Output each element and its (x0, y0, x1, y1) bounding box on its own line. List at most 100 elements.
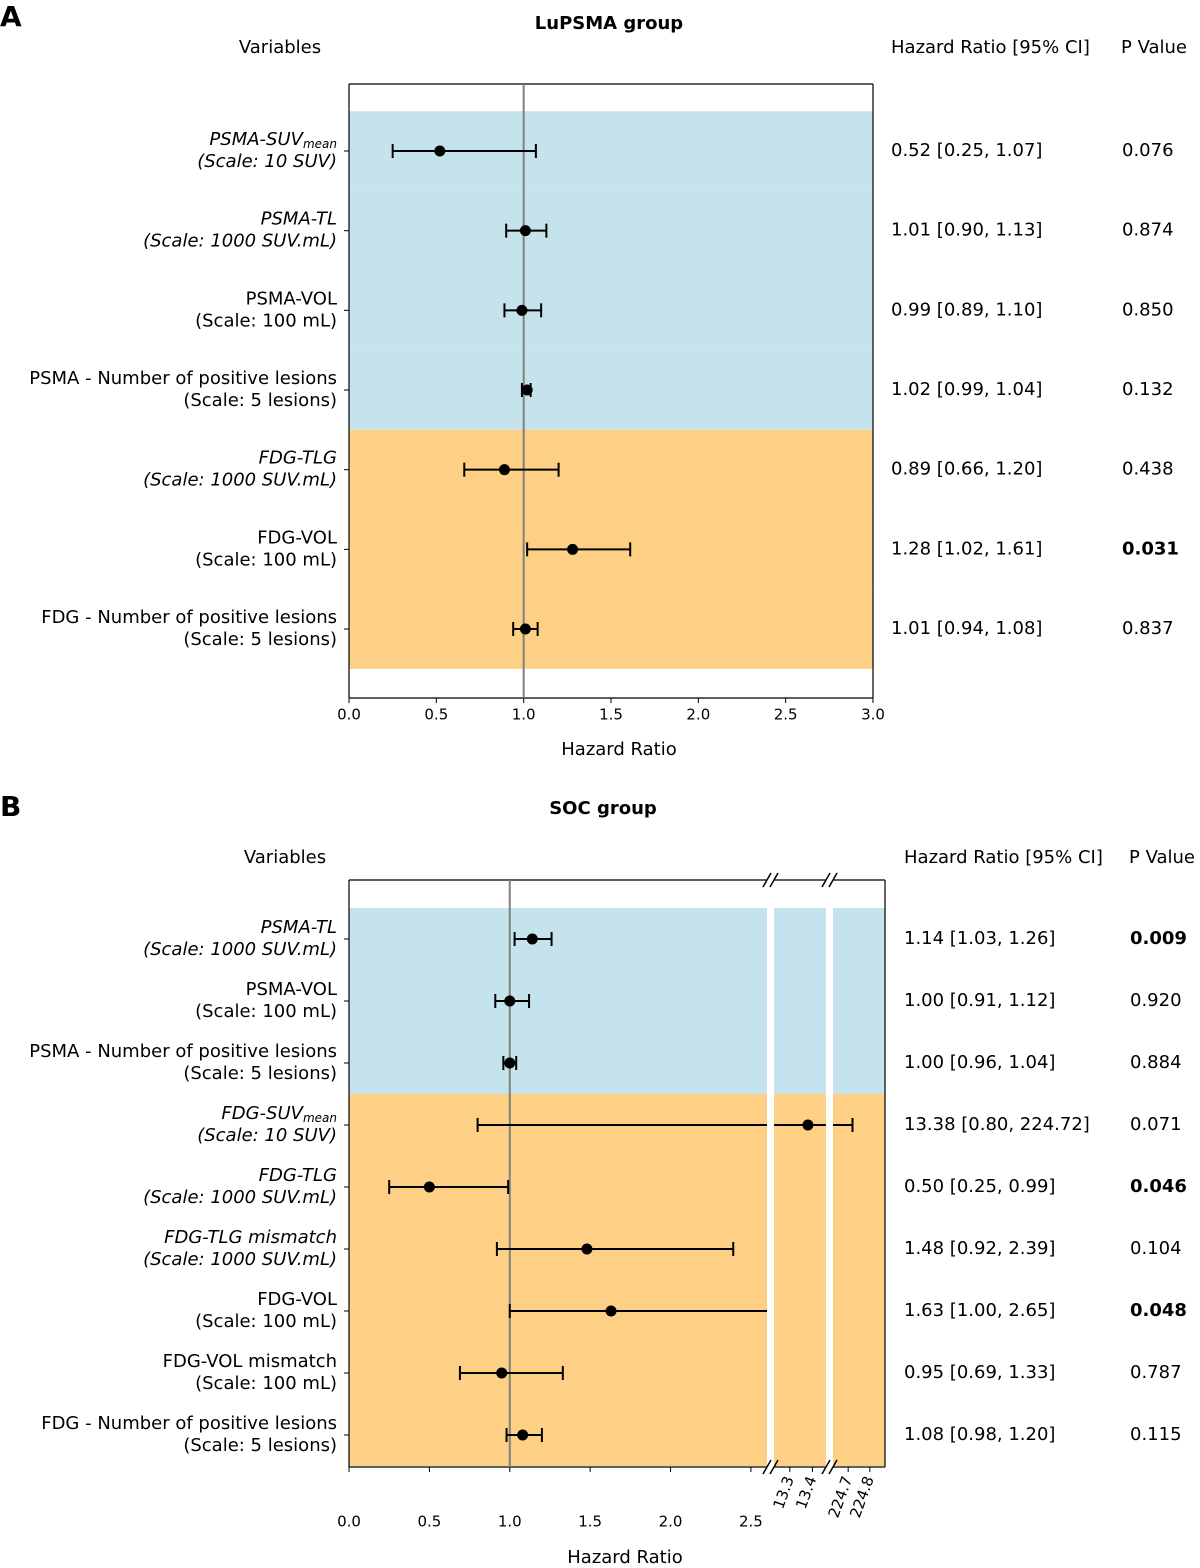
hazard-ratio-text: 1.00 [0.96, 1.04] (904, 1052, 1055, 1073)
group-band (833, 908, 885, 970)
variable-name: FDG-TLG (259, 448, 337, 469)
variable-scale: (Scale: 1000 SUV.mL) (143, 470, 337, 491)
axis-break (828, 872, 838, 888)
variable-name-text: PSMA-VOL (246, 979, 337, 1000)
hazard-ratio-point (504, 995, 516, 1007)
p-value-text: 0.031 (1122, 538, 1179, 559)
x-axis-label: Hazard Ratio (567, 1547, 683, 1568)
variable-scale: (Scale: 5 lesions) (183, 1063, 337, 1084)
group-band (833, 1342, 885, 1404)
hazard-ratio-point (567, 543, 579, 555)
x-tick-label: 0.0 (337, 1513, 361, 1531)
hazard-ratio-point (498, 464, 510, 476)
p-value-text: 0.920 (1130, 990, 1182, 1011)
variable-name: PSMA-SUVmean (209, 129, 337, 151)
axis-break (769, 1459, 779, 1475)
variable-name-text: FDG-TLG (259, 1165, 337, 1186)
group-band (833, 970, 885, 1032)
column-header: P Value (1129, 847, 1195, 868)
x-tick-label: 1.5 (599, 706, 623, 724)
x-tick-label: 1.0 (498, 1513, 522, 1531)
variable-name-text: PSMA - Number of positive lesions (29, 1041, 337, 1062)
x-tick-label: 0.0 (337, 706, 361, 724)
group-band (349, 970, 767, 1032)
p-value-text: 0.076 (1122, 140, 1174, 161)
group-band (349, 908, 767, 970)
group-band (833, 1218, 885, 1280)
p-value-text: 0.874 (1122, 220, 1174, 241)
panel-title: LuPSMA group (535, 13, 683, 34)
variable-name-text: PSMA - Number of positive lesions (29, 368, 337, 389)
column-header: Hazard Ratio [95% CI] (904, 847, 1103, 868)
variable-name-text: FDG-VOL (257, 527, 337, 548)
p-value-text: 0.884 (1130, 1052, 1182, 1073)
column-header: Variables (239, 37, 321, 58)
variable-scale: (Scale: 10 SUV) (197, 1125, 337, 1146)
variable-name-text: PSMA-TL (261, 917, 337, 938)
group-band (833, 1032, 885, 1094)
axis-break (821, 1459, 831, 1475)
group-band (774, 1218, 826, 1280)
variable-name-text: FDG-SUV (221, 1103, 304, 1124)
hazard-ratio-text: 0.50 [0.25, 0.99] (904, 1176, 1055, 1197)
variable-name-text: PSMA-TL (261, 209, 337, 230)
x-tick-label: 1.0 (512, 706, 536, 724)
hazard-ratio-text: 0.95 [0.69, 1.33] (904, 1362, 1055, 1383)
hazard-ratio-point (434, 145, 446, 157)
axis-break (762, 872, 772, 888)
p-value-text: 0.046 (1130, 1176, 1187, 1197)
variable-name-text: FDG-VOL mismatch (163, 1351, 337, 1372)
variable-name-text: FDG - Number of positive lesions (41, 607, 337, 628)
variable-scale: (Scale: 1000 SUV.mL) (143, 1249, 337, 1270)
variable-subscript: mean (303, 1111, 337, 1125)
variable-scale: (Scale: 1000 SUV.mL) (143, 1187, 337, 1208)
panel-title: SOC group (549, 798, 657, 819)
group-band (774, 1032, 826, 1094)
variable-scale: (Scale: 10 SUV) (197, 151, 337, 172)
variable-name: PSMA - Number of positive lesions (29, 368, 337, 389)
x-tick-label: 2.5 (739, 1513, 763, 1531)
p-value-text: 0.071 (1130, 1114, 1182, 1135)
hazard-ratio-text: 1.08 [0.98, 1.20] (904, 1424, 1055, 1445)
axis-break (769, 872, 779, 888)
group-band (349, 350, 873, 430)
variable-scale: (Scale: 100 mL) (195, 549, 337, 570)
hazard-ratio-text: 1.01 [0.90, 1.13] (891, 220, 1042, 241)
variable-name: PSMA-TL (261, 917, 337, 938)
group-band (774, 1156, 826, 1218)
p-value-text: 0.048 (1130, 1300, 1187, 1321)
group-band (774, 970, 826, 1032)
group-band (833, 1280, 885, 1342)
p-value-text: 0.115 (1130, 1424, 1182, 1445)
variable-name-text: PSMA-VOL (246, 288, 337, 309)
p-value-text: 0.438 (1122, 459, 1174, 480)
p-value-text: 0.104 (1130, 1238, 1182, 1259)
variable-scale: (Scale: 100 mL) (195, 1001, 337, 1022)
group-band (833, 1156, 885, 1218)
group-band (774, 908, 826, 970)
variable-name-text: FDG-VOL (257, 1289, 337, 1310)
x-tick-label: 2.0 (659, 1513, 683, 1531)
axis-break (828, 1459, 838, 1475)
hazard-ratio-text: 1.02 [0.99, 1.04] (891, 379, 1042, 400)
group-band (349, 589, 873, 669)
group-band (349, 190, 873, 271)
hazard-ratio-text: 13.38 [0.80, 224.72] (904, 1114, 1090, 1135)
group-band (774, 1280, 826, 1342)
variable-name: PSMA-VOL (246, 979, 337, 1000)
group-band (774, 1404, 826, 1466)
group-band (349, 1404, 767, 1466)
hazard-ratio-point (504, 1057, 516, 1069)
p-value-text: 0.009 (1130, 928, 1187, 949)
p-value-text: 0.787 (1130, 1362, 1182, 1383)
hazard-ratio-point (423, 1181, 435, 1193)
hazard-ratio-text: 0.52 [0.25, 1.07] (891, 140, 1042, 161)
group-band (774, 1342, 826, 1404)
hazard-ratio-text: 1.48 [0.92, 2.39] (904, 1238, 1055, 1259)
variable-name: FDG-VOL (257, 527, 337, 548)
x-tick-label: 0.5 (424, 706, 448, 724)
x-tick-label: 2.0 (686, 706, 710, 724)
hazard-ratio-point (521, 384, 533, 396)
group-band (349, 1032, 767, 1094)
